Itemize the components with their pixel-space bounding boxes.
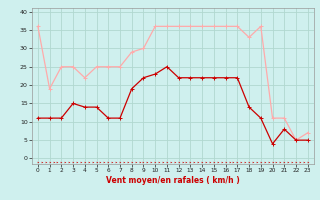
X-axis label: Vent moyen/en rafales ( km/h ): Vent moyen/en rafales ( km/h )	[106, 176, 240, 185]
